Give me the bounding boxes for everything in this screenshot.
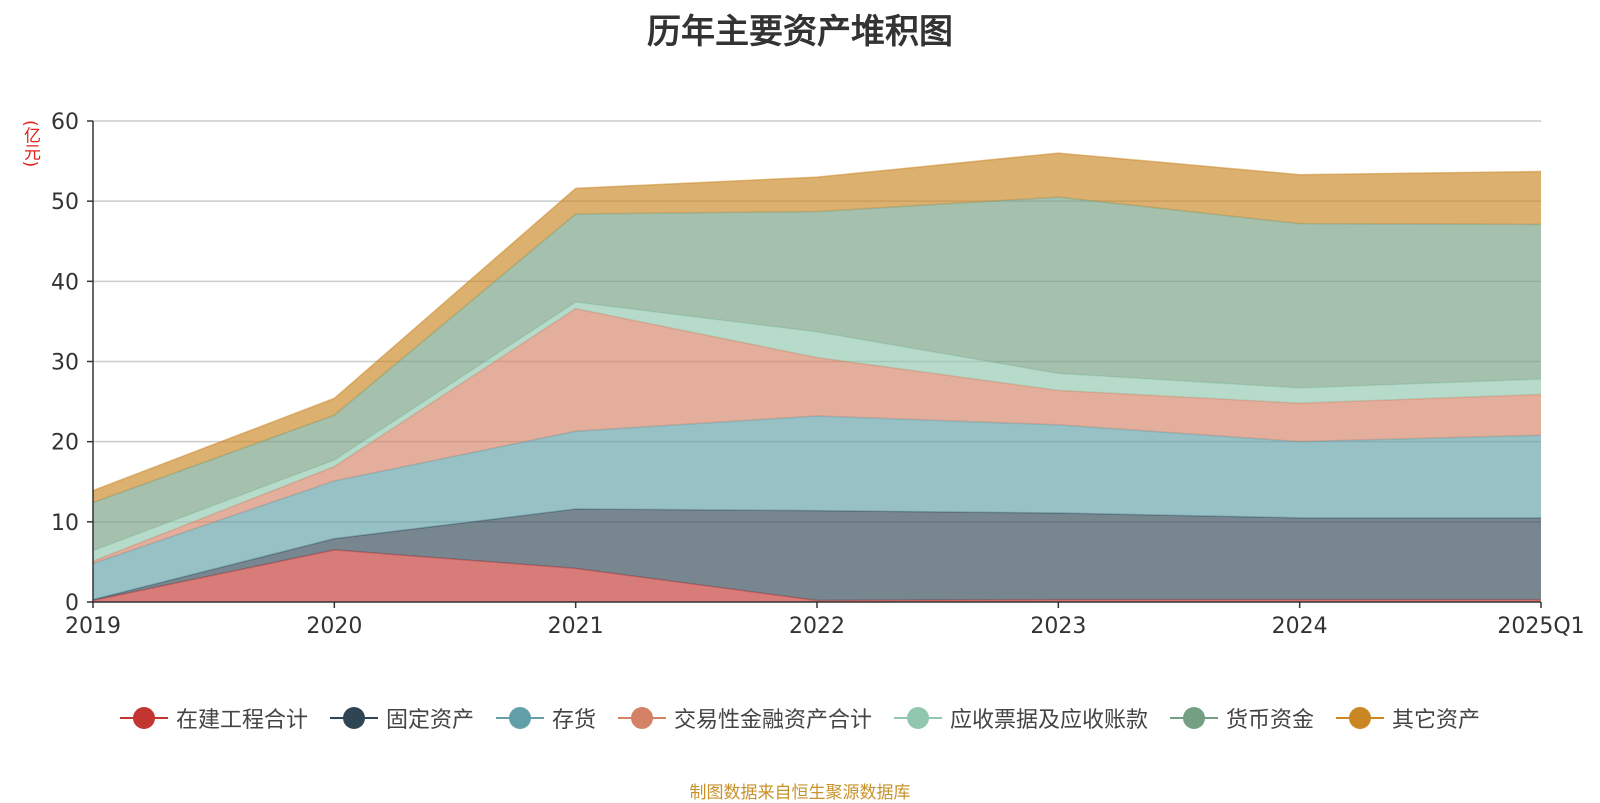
- x-tick-label: 2023: [1030, 614, 1086, 639]
- legend-marker-icon: [119, 706, 168, 730]
- chart-title: 历年主要资产堆积图: [647, 12, 953, 52]
- legend-item[interactable]: 货币资金: [1170, 702, 1314, 734]
- chart-legend: 在建工程合计 固定资产 存货 交易性金融资产合计 应收票据及应收账款 货币资金 其它资产: [0, 702, 1600, 734]
- area-series-5: [93, 302, 1541, 562]
- x-tick-label: 2020: [306, 614, 362, 639]
- legend-marker-icon: [617, 706, 666, 730]
- legend-marker-icon: [1170, 706, 1219, 730]
- y-tick-label: 50: [51, 190, 79, 215]
- area-series-2: [93, 509, 1541, 601]
- x-tick-label: 2022: [789, 614, 845, 639]
- data-source-footer: 制图数据来自恒生聚源数据库: [689, 783, 911, 803]
- y-axis-unit-label: (亿元): [20, 120, 40, 168]
- stacked-area-chart: 0 10 20 30 40 50 60 2019 2020 2021 2022 2023 2024 202…: [51, 110, 1585, 639]
- y-tick-label: 30: [51, 351, 79, 376]
- x-tick-label: 2021: [548, 614, 604, 639]
- x-tick-label: 2019: [65, 614, 121, 639]
- legend-item[interactable]: 固定资产: [329, 702, 474, 734]
- legend-item[interactable]: 存货: [495, 702, 596, 734]
- legend-item[interactable]: 其它资产: [1336, 702, 1480, 734]
- legend-label: 应收票据及应收账款: [950, 708, 1149, 733]
- legend-marker-icon: [1336, 706, 1385, 730]
- y-tick-label: 40: [51, 270, 79, 295]
- legend-label: 固定资产: [385, 708, 474, 733]
- legend-marker-icon: [329, 706, 378, 730]
- series-line-7: [92, 152, 1542, 492]
- x-tick-label: 2024: [1272, 614, 1328, 639]
- x-tick-label: 2025Q1: [1497, 614, 1584, 639]
- y-tick-label: 10: [51, 511, 79, 536]
- legend-item[interactable]: 交易性金融资产合计: [617, 702, 872, 734]
- legend-item[interactable]: 在建工程合计: [119, 702, 308, 734]
- y-tick-label: 0: [65, 591, 79, 616]
- legend-label: 存货: [551, 708, 596, 733]
- area-series-7: [93, 153, 1541, 503]
- legend-label: 其它资产: [1392, 708, 1481, 733]
- legend-marker-icon: [495, 706, 544, 730]
- y-tick-label: 60: [51, 110, 79, 135]
- area-series-6: [93, 197, 1541, 551]
- legend-label: 货币资金: [1226, 708, 1315, 733]
- legend-label: 交易性金融资产合计: [673, 708, 872, 733]
- y-tick-label: 20: [51, 431, 79, 456]
- area-series-3: [93, 416, 1541, 600]
- legend-marker-icon: [894, 706, 942, 730]
- area-series-4: [93, 308, 1541, 564]
- legend-label: 在建工程合计: [175, 708, 308, 733]
- legend-item[interactable]: 应收票据及应收账款: [894, 702, 1148, 734]
- area-series-1: [93, 549, 1541, 602]
